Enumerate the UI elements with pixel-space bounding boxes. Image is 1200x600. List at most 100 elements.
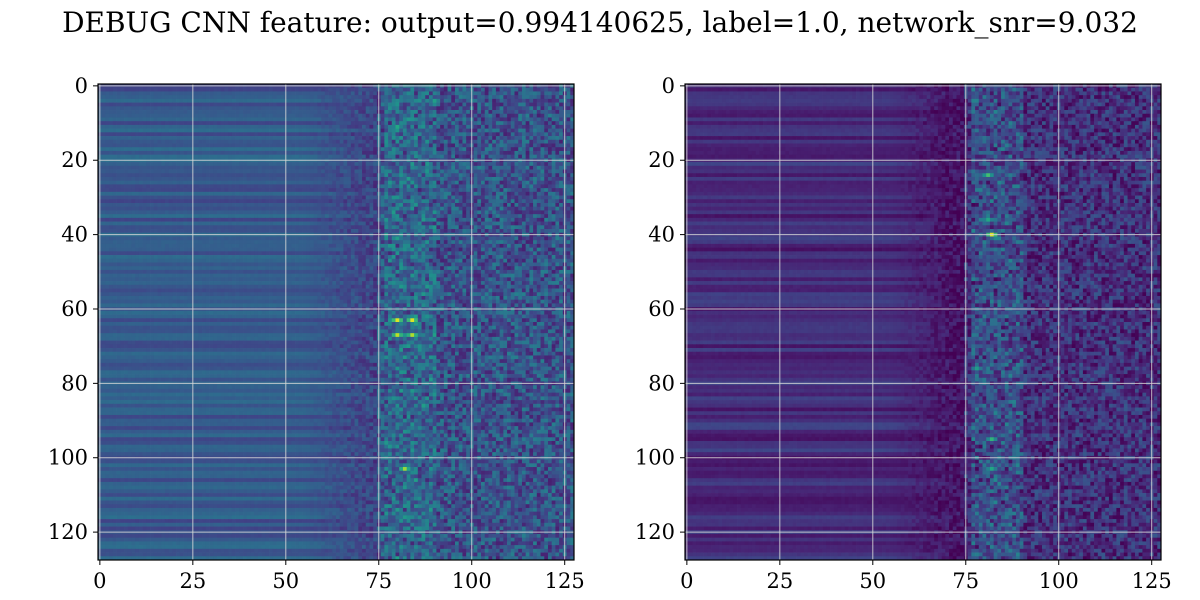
heatmap-cell <box>365 143 370 148</box>
heatmap-cell <box>488 110 493 115</box>
heatmap-cell <box>399 113 404 118</box>
heatmap-cell <box>373 203 378 208</box>
heatmap-cell <box>473 128 478 133</box>
heatmap-cell <box>332 121 337 126</box>
heatmap-cell <box>257 150 262 156</box>
heatmap-cell <box>205 136 210 141</box>
heatmap-cell <box>503 95 508 100</box>
heatmap-cell <box>124 132 129 137</box>
heatmap-cell <box>298 95 303 100</box>
heatmap-cell <box>529 106 534 111</box>
heatmap-cell <box>295 150 300 156</box>
heatmap-cell <box>168 150 173 156</box>
heatmap-cell <box>306 106 311 111</box>
heatmap-cell <box>533 147 538 152</box>
heatmap-cell <box>336 203 341 208</box>
heatmap-cell <box>551 124 556 129</box>
heatmap-cell <box>127 87 132 92</box>
heatmap-cell <box>164 214 170 219</box>
heatmap-cell <box>228 165 233 170</box>
heatmap-cell <box>157 139 162 144</box>
heatmap-cell <box>239 180 244 185</box>
heatmap-cell <box>481 113 486 118</box>
heatmap-cell <box>313 173 318 178</box>
heatmap-cell <box>555 217 560 222</box>
heatmap-cell <box>343 169 348 174</box>
heatmap-cell <box>559 180 564 185</box>
heatmap-cell <box>313 206 318 211</box>
heatmap-cell <box>458 180 463 185</box>
heatmap-cell <box>417 132 422 137</box>
heatmap-cell <box>205 117 210 122</box>
heatmap-cell <box>432 176 437 182</box>
heatmap-cell <box>447 95 452 100</box>
heatmap-cell <box>395 98 400 103</box>
heatmap-cell <box>205 128 210 133</box>
heatmap-cell <box>269 199 274 204</box>
heatmap-cell <box>213 173 218 178</box>
heatmap-cell <box>239 195 244 200</box>
heatmap-cell <box>462 191 467 196</box>
heatmap-cell <box>194 173 199 178</box>
heatmap-cell <box>484 87 489 92</box>
heatmap-cell <box>544 176 549 182</box>
heatmap-cell <box>328 87 333 92</box>
heatmap-cell <box>306 162 311 167</box>
heatmap-cell <box>399 117 404 122</box>
heatmap-cell <box>250 165 255 170</box>
heatmap-cell <box>406 176 411 182</box>
heatmap-cell <box>525 225 530 230</box>
heatmap-cell <box>384 195 389 200</box>
heatmap-cell <box>168 143 173 148</box>
heatmap-cell <box>146 169 151 174</box>
heatmap-cell <box>183 136 188 141</box>
heatmap-cell <box>339 173 344 178</box>
heatmap-cell <box>402 139 408 144</box>
heatmap-cell <box>164 221 170 226</box>
heatmap-cell <box>295 165 300 170</box>
heatmap-cell <box>533 128 538 133</box>
heatmap-cell <box>369 169 374 174</box>
heatmap-cell <box>373 221 378 226</box>
heatmap-cell <box>220 173 225 178</box>
heatmap-cell <box>358 203 363 208</box>
heatmap-cell <box>172 165 177 170</box>
heatmap-cell <box>473 143 478 148</box>
heatmap-cell <box>265 206 270 211</box>
heatmap-cell <box>153 199 158 204</box>
heatmap-cell <box>176 217 181 222</box>
heatmap-cell <box>402 210 408 215</box>
heatmap-cell <box>179 102 184 107</box>
heatmap-cell <box>328 180 333 185</box>
heatmap-cell <box>257 91 262 96</box>
heatmap-cell <box>250 113 255 118</box>
heatmap-cell <box>287 95 292 100</box>
heatmap-cell <box>146 210 151 215</box>
heatmap-cell <box>347 184 352 189</box>
heatmap-cell <box>176 139 181 144</box>
heatmap-cell <box>436 143 441 148</box>
heatmap-cell <box>135 165 140 170</box>
heatmap-cell <box>406 217 411 222</box>
heatmap-cell <box>507 95 512 100</box>
heatmap-cell <box>443 173 448 178</box>
heatmap-cell <box>369 191 374 196</box>
heatmap-cell <box>272 199 277 204</box>
heatmap-cell <box>202 102 207 107</box>
heatmap-cell <box>365 106 370 111</box>
heatmap-cell <box>250 117 255 122</box>
heatmap-cell <box>551 214 556 219</box>
heatmap-cell <box>481 203 486 208</box>
heatmap-cell <box>354 199 359 204</box>
heatmap-cell <box>481 221 486 226</box>
heatmap-cell <box>131 106 136 111</box>
heatmap-cell <box>306 132 311 137</box>
heatmap-cell <box>559 121 564 126</box>
heatmap-cell <box>443 102 448 107</box>
heatmap-cell <box>120 214 125 219</box>
heatmap-cell <box>473 165 478 170</box>
heatmap-cell <box>202 113 207 118</box>
heatmap-cell <box>462 203 467 208</box>
